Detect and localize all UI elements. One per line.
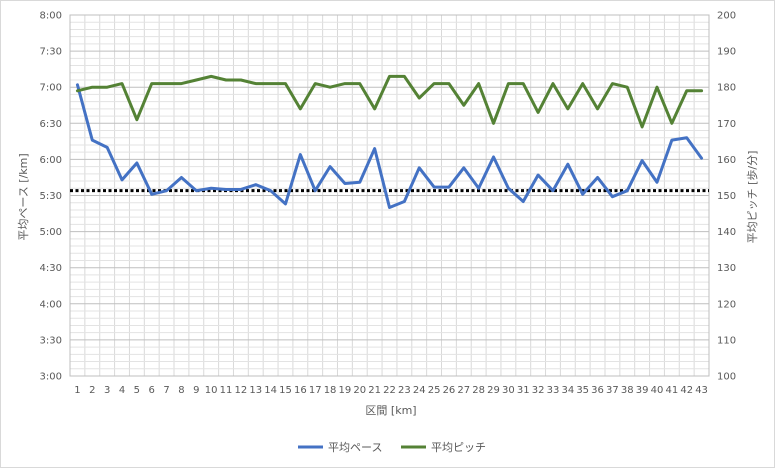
x-tick-label: 21	[368, 385, 381, 396]
x-tick-label: 39	[636, 385, 649, 396]
x-tick-label: 31	[517, 385, 530, 396]
y-tick-label: 4:30	[40, 263, 62, 274]
y-tick-label: 3:30	[40, 335, 62, 346]
x-tick-label: 8	[178, 385, 184, 396]
x-tick-label: 1	[74, 385, 80, 396]
x-tick-label: 22	[383, 385, 396, 396]
x-tick-label: 17	[309, 385, 322, 396]
y-tick-label: 7:00	[40, 83, 62, 94]
x-tick-label: 42	[680, 385, 693, 396]
y2-tick-label: 120	[717, 299, 736, 310]
x-tick-label: 41	[665, 385, 678, 396]
x-tick-label: 33	[547, 385, 560, 396]
y2-tick-label: 170	[717, 119, 736, 130]
x-tick-label: 29	[487, 385, 500, 396]
x-tick-labels: 1 2 3 4 5 6 7 8 9 10 11 12 13 14 15 16 17 18 19 20 21 22 23 24 2…	[74, 385, 708, 396]
x-tick-label: 36	[591, 385, 604, 396]
x-tick-label: 5	[134, 385, 140, 396]
y2-tick-label: 140	[717, 227, 736, 238]
x-tick-label: 19	[339, 385, 352, 396]
y2-tick-label: 200	[717, 11, 736, 22]
x-tick-label: 25	[428, 385, 441, 396]
x-tick-label: 43	[695, 385, 708, 396]
x-tick-label: 11	[220, 385, 233, 396]
x-axis-title: 区間 [km]	[365, 404, 416, 417]
y-tick-label: 6:30	[40, 119, 62, 130]
x-tick-label: 16	[294, 385, 307, 396]
y-tick-label: 5:00	[40, 227, 62, 238]
x-tick-label: 28	[472, 385, 485, 396]
y-tick-label: 8:00	[40, 11, 62, 22]
y2-tick-label: 150	[717, 191, 736, 202]
y-tick-labels: 3:00 3:30 4:00 4:30 5:00 5:30 6:00 6:30 7:00 7:30…	[40, 11, 62, 383]
x-tick-label: 37	[606, 385, 619, 396]
x-tick-label: 9	[193, 385, 199, 396]
legend-label-pace: 平均ペース	[328, 441, 382, 454]
y2-axis-title: 平均ピッチ [歩/分]	[745, 151, 759, 244]
x-tick-label: 12	[235, 385, 248, 396]
x-tick-label: 10	[205, 385, 218, 396]
grid	[69, 14, 710, 377]
x-tick-label: 7	[163, 385, 169, 396]
x-tick-label: 20	[353, 385, 366, 396]
x-tick-label: 3	[104, 385, 110, 396]
y-tick-label: 4:00	[40, 299, 62, 310]
series-line-pitch	[75, 74, 704, 129]
x-tick-label: 13	[249, 385, 262, 396]
plot-area-border	[69, 14, 710, 377]
y-tick-label: 5:30	[40, 191, 62, 202]
x-tick-label: 30	[502, 385, 515, 396]
x-tick-label: 26	[443, 385, 456, 396]
x-tick-label: 6	[149, 385, 155, 396]
y-tick-label: 3:00	[40, 372, 62, 383]
y2-tick-label: 110	[717, 335, 736, 346]
x-tick-label: 15	[279, 385, 292, 396]
x-tick-label: 40	[651, 385, 664, 396]
y-axis-title: 平均ペース [/km]	[17, 153, 30, 240]
legend: 平均ペース 平均ピッチ	[298, 441, 486, 454]
y2-tick-label: 100	[717, 372, 736, 383]
x-tick-label: 14	[264, 385, 277, 396]
y-tick-label: 6:00	[40, 155, 62, 166]
x-tick-label: 18	[324, 385, 337, 396]
legend-label-pitch: 平均ピッチ	[431, 441, 486, 454]
y2-tick-label: 190	[717, 47, 736, 58]
x-tick-label: 24	[413, 385, 426, 396]
x-tick-label: 38	[621, 385, 634, 396]
y2-tick-label: 130	[717, 263, 736, 274]
y-tick-label: 7:30	[40, 47, 62, 58]
y2-tick-labels: 100 110 120 130 140 150 160 170 180 190 200	[717, 11, 736, 383]
x-tick-label: 2	[89, 385, 95, 396]
series-line-pace	[75, 83, 704, 210]
x-tick-label: 32	[532, 385, 545, 396]
y2-tick-label: 180	[717, 83, 736, 94]
y2-tick-label: 160	[717, 155, 736, 166]
x-tick-label: 34	[561, 385, 574, 396]
series-group	[75, 74, 704, 210]
x-tick-label: 35	[576, 385, 589, 396]
x-tick-label: 4	[119, 385, 125, 396]
x-tick-label: 23	[398, 385, 411, 396]
x-tick-label: 27	[457, 385, 470, 396]
